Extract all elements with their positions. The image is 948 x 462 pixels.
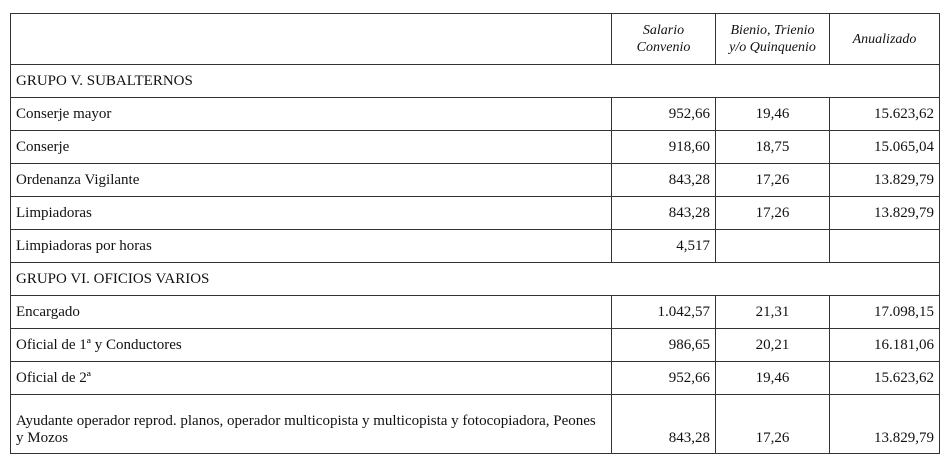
category-cell: Limpiadoras <box>10 196 612 230</box>
group-title: GRUPO V. SUBALTERNOS <box>10 64 940 98</box>
salario-cell: 4,517 <box>611 229 716 263</box>
table-row: Encargado 1.042,57 21,31 17.098,15 <box>10 295 940 329</box>
table-row: Limpiadoras por horas 4,517 <box>10 229 940 263</box>
category-cell: Conserje mayor <box>10 97 612 131</box>
anualizado-cell: 13.829,79 <box>829 196 940 230</box>
bienio-cell: 20,21 <box>715 328 830 362</box>
bienio-cell: 17,26 <box>715 394 830 454</box>
anualizado-cell: 16.181,06 <box>829 328 940 362</box>
category-cell: Conserje <box>10 130 612 164</box>
salario-cell: 986,65 <box>611 328 716 362</box>
header-bienio: Bienio, Trienio y/o Quinquenio <box>715 13 830 65</box>
table-row: Ordenanza Vigilante 843,28 17,26 13.829,79 <box>10 163 940 197</box>
table-row: Limpiadoras 843,28 17,26 13.829,79 <box>10 196 940 230</box>
group-row: GRUPO VI. OFICIOS VARIOS <box>10 262 940 296</box>
bienio-cell: 21,31 <box>715 295 830 329</box>
salario-cell: 843,28 <box>611 196 716 230</box>
table-row: Ayudante operador reprod. planos, operad… <box>10 394 940 454</box>
anualizado-cell: 13.829,79 <box>829 163 940 197</box>
anualizado-cell: 15.623,62 <box>829 97 940 131</box>
bienio-cell: 18,75 <box>715 130 830 164</box>
anualizado-cell: 13.829,79 <box>829 394 940 454</box>
salario-cell: 843,28 <box>611 394 716 454</box>
header-category <box>10 13 612 65</box>
salario-cell: 918,60 <box>611 130 716 164</box>
anualizado-cell: 15.623,62 <box>829 361 940 395</box>
group-title: GRUPO VI. OFICIOS VARIOS <box>10 262 940 296</box>
group-row: GRUPO V. SUBALTERNOS <box>10 64 940 98</box>
bienio-cell <box>715 229 830 263</box>
category-cell: Ordenanza Vigilante <box>10 163 612 197</box>
category-cell: Ayudante operador reprod. planos, operad… <box>10 394 612 454</box>
table-row: Conserje mayor 952,66 19,46 15.623,62 <box>10 97 940 131</box>
salario-cell: 1.042,57 <box>611 295 716 329</box>
bienio-cell: 17,26 <box>715 163 830 197</box>
table-row: Oficial de 1ª y Conductores 986,65 20,21 16… <box>10 328 940 362</box>
header-row: Salario Convenio Bienio, Trienio y/o Qui… <box>10 13 940 65</box>
salario-cell: 843,28 <box>611 163 716 197</box>
salario-cell: 952,66 <box>611 361 716 395</box>
header-anualizado: Anualizado <box>829 13 940 65</box>
bienio-cell: 19,46 <box>715 361 830 395</box>
table-row: Oficial de 2ª 952,66 19,46 15.623,62 <box>10 361 940 395</box>
category-cell: Limpiadoras por horas <box>10 229 612 263</box>
anualizado-cell: 17.098,15 <box>829 295 940 329</box>
salary-table: Salario Convenio Bienio, Trienio y/o Qui… <box>10 13 940 454</box>
anualizado-cell: 15.065,04 <box>829 130 940 164</box>
category-cell: Encargado <box>10 295 612 329</box>
category-cell: Oficial de 2ª <box>10 361 612 395</box>
table-row: Conserje 918,60 18,75 15.065,04 <box>10 130 940 164</box>
bienio-cell: 17,26 <box>715 196 830 230</box>
header-salario: Salario Convenio <box>611 13 716 65</box>
salario-cell: 952,66 <box>611 97 716 131</box>
bienio-cell: 19,46 <box>715 97 830 131</box>
category-cell: Oficial de 1ª y Conductores <box>10 328 612 362</box>
anualizado-cell <box>829 229 940 263</box>
